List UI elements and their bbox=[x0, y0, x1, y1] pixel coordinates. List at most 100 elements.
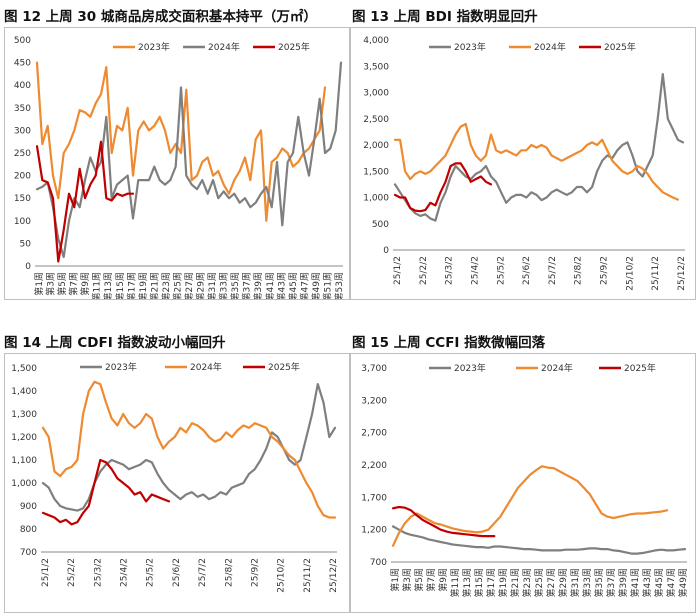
y-tick-label: 2,000 bbox=[363, 141, 389, 151]
chart-12-frame: 0 50 100 150 200 250 300 350 400 450 500 第1周 第3周 第5周第… bbox=[4, 27, 350, 301]
chart-13-frame: 0 500 1,000 1,500 2,000 2,500 3,000 3,500 4,000 2… bbox=[350, 27, 696, 300]
y-tick-label: 50 bbox=[20, 239, 32, 249]
chart-14-frame: 700 800 900 1,000 1,100 1,200 1,300 1,400 1,500 2… bbox=[4, 353, 350, 613]
y-tick-label: 2,700 bbox=[361, 429, 387, 439]
y-tick-label: 1,200 bbox=[361, 526, 387, 536]
y-tick-label: 1,000 bbox=[363, 194, 389, 204]
y-tick-label: 4,000 bbox=[363, 36, 389, 46]
x-tick-label: 第37周 bbox=[241, 272, 253, 299]
y-tick-label: 3,700 bbox=[361, 364, 387, 374]
x-tick-label: 25/3/2 bbox=[93, 558, 103, 587]
x-tick-label: 第25周 bbox=[533, 568, 545, 597]
series-line bbox=[393, 72, 685, 222]
chart-13-plot: 0 500 1,000 1,500 2,000 2,500 3,000 3,500 4,000 2… bbox=[363, 36, 687, 291]
x-tick-label: 第21周 bbox=[509, 568, 521, 597]
x-tick-label: 25/10/2 bbox=[625, 256, 635, 291]
chart-14-plot: 700 800 900 1,000 1,100 1,200 1,300 1,400 1,500 2… bbox=[11, 361, 339, 593]
x-tick-label: 第33周 bbox=[581, 568, 593, 597]
x-tick-label: 25/1/2 bbox=[393, 256, 403, 285]
series-line bbox=[391, 505, 496, 538]
x-tick-label: 第37周 bbox=[605, 568, 617, 597]
y-tick-label: 700 bbox=[20, 548, 37, 558]
x-tick-label: 第35周 bbox=[593, 568, 605, 597]
x-tick-label: 25/4/2 bbox=[120, 558, 130, 587]
x-tick-label: 第17周 bbox=[125, 272, 137, 299]
x-tick-label: 第5周 bbox=[413, 568, 425, 592]
x-tick-label: 25/10/2 bbox=[277, 558, 287, 593]
x-tick-label: 第5周 bbox=[56, 272, 68, 296]
x-tick-label: 25/8/2 bbox=[574, 256, 584, 285]
y-tick-label: 500 bbox=[372, 220, 389, 230]
chart-13-title: 图 13 上周 BDI 指数明显回升 bbox=[352, 9, 538, 25]
x-tick-label: 第17周 bbox=[485, 568, 497, 597]
x-tick-label: 第15周 bbox=[114, 272, 126, 299]
legend-label: 2025年 bbox=[268, 361, 300, 373]
chart-12-title: 图 12 上周 30 城商品房成交面积基本持平（万㎡） bbox=[4, 9, 317, 25]
x-tick-label: 25/3/2 bbox=[445, 256, 455, 285]
y-tick-label: 150 bbox=[14, 194, 31, 204]
x-tick-label: 第33周 bbox=[218, 272, 230, 299]
legend-label: 2025年 bbox=[278, 41, 310, 53]
y-tick-label: 1,500 bbox=[363, 167, 389, 177]
x-tick-label: 第43周 bbox=[641, 568, 653, 597]
x-tick-label: 第31周 bbox=[569, 568, 581, 597]
x-tick-label: 第35周 bbox=[229, 272, 241, 299]
x-tick-label: 第39周 bbox=[252, 272, 264, 299]
y-tick-label: 1,200 bbox=[11, 433, 37, 443]
y-tick-label: 900 bbox=[20, 502, 37, 512]
x-tick-label: 第31周 bbox=[206, 272, 218, 299]
series-line bbox=[393, 122, 679, 201]
x-tick-label: 第29周 bbox=[557, 568, 569, 597]
legend-label: 2023年 bbox=[138, 41, 170, 53]
x-tick-label: 第47周 bbox=[665, 568, 677, 597]
series-line bbox=[35, 140, 135, 263]
x-tick-label: 25/12/2 bbox=[677, 256, 687, 291]
y-tick-label: 2,200 bbox=[361, 461, 387, 471]
y-tick-label: 250 bbox=[14, 149, 31, 159]
x-tick-label: 第3周 bbox=[45, 272, 57, 296]
x-tick-label: 25/11/2 bbox=[303, 558, 313, 593]
series-line bbox=[391, 465, 669, 547]
x-tick-label: 25/5/2 bbox=[146, 558, 156, 587]
x-tick-label: 第11周 bbox=[91, 272, 103, 299]
legend-label: 2024年 bbox=[541, 362, 573, 374]
y-tick-label: 400 bbox=[14, 81, 31, 91]
x-tick-label: 第29周 bbox=[195, 272, 207, 299]
x-tick-label: 第49周 bbox=[677, 568, 689, 597]
x-tick-label: 第15周 bbox=[473, 568, 485, 597]
x-tick-label: 第47周 bbox=[298, 272, 310, 299]
y-tick-label: 3,200 bbox=[361, 396, 387, 406]
y-tick-label: 800 bbox=[20, 525, 37, 535]
x-tick-label: 第25周 bbox=[171, 272, 183, 299]
x-tick-label: 第27周 bbox=[183, 272, 195, 299]
x-tick-label: 第19周 bbox=[137, 272, 149, 299]
legend-label: 2024年 bbox=[208, 41, 240, 53]
chart-14-title: 图 14 上周 CDFI 指数波动小幅回升 bbox=[4, 335, 226, 351]
x-tick-label: 第49周 bbox=[310, 272, 322, 299]
legend-label: 2023年 bbox=[454, 41, 486, 53]
y-tick-label: 300 bbox=[14, 126, 31, 136]
x-tick-label: 第41周 bbox=[629, 568, 641, 597]
x-tick-label: 第1周 bbox=[33, 272, 45, 296]
series-line bbox=[393, 162, 493, 213]
chart-15-title: 图 15 上周 CCFI 指数微幅回落 bbox=[352, 335, 546, 351]
series-line bbox=[41, 458, 171, 526]
y-tick-label: 450 bbox=[14, 59, 31, 69]
y-tick-label: 200 bbox=[14, 172, 31, 182]
x-tick-label: 25/1/2 bbox=[41, 558, 51, 587]
x-tick-label: 第23周 bbox=[160, 272, 172, 299]
x-tick-label: 第13周 bbox=[461, 568, 473, 597]
x-tick-label: 25/7/2 bbox=[548, 256, 558, 285]
x-tick-label: 第45周 bbox=[653, 568, 665, 597]
y-tick-label: 700 bbox=[370, 558, 387, 568]
chart-15-plot: 7001,2001,7002,2002,7003,2003,700第1周 第3周第… bbox=[361, 362, 689, 597]
x-tick-label: 第7周 bbox=[425, 568, 437, 592]
y-tick-label: 3,000 bbox=[363, 89, 389, 99]
series-line bbox=[391, 525, 687, 555]
y-tick-label: 1,100 bbox=[11, 456, 37, 466]
y-tick-label: 500 bbox=[14, 36, 31, 46]
x-tick-label: 25/9/2 bbox=[600, 256, 610, 285]
y-tick-label: 1,500 bbox=[11, 364, 37, 374]
x-tick-label: 25/12/2 bbox=[329, 558, 339, 593]
x-tick-label: 25/7/2 bbox=[198, 558, 208, 587]
